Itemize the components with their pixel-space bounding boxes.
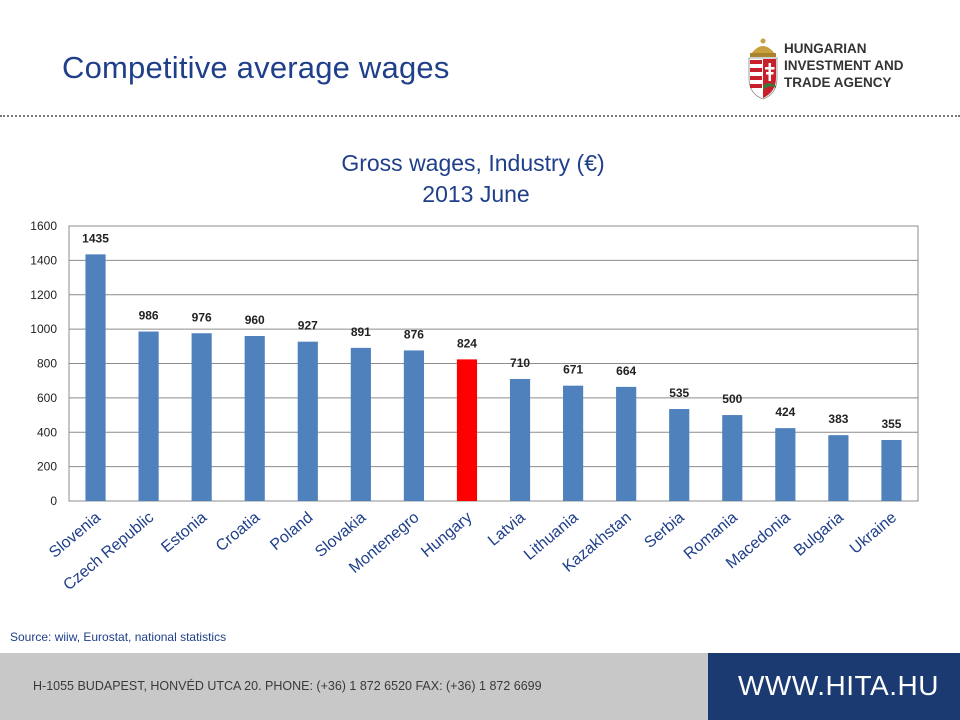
bar-montenegro [403,350,424,501]
website-link[interactable]: WWW.HITA.HU [738,670,939,701]
logo-line: HUNGARIAN [784,41,867,56]
logo-line: TRADE AGENCY [784,75,892,90]
x-tick-label: Latvia [485,509,529,550]
bar-romania [722,415,743,501]
data-label: 1435 [82,231,109,245]
x-tick-label: Croatia [213,509,264,555]
plot-area-border [68,225,919,502]
y-tick-label: 0 [50,494,57,508]
bar-slovenia [85,254,106,501]
x-tick-label: Hungary [418,509,475,561]
agency-logo: HUNGARIAN INVESTMENT AND TRADE AGENCY [746,34,946,102]
footer-website-box[interactable]: WWW.HITA.HU [708,653,960,720]
y-axis: 0 200 400 600 800 1000 1200 1400 1600 [30,219,57,508]
logo-line: INVESTMENT AND [784,58,904,73]
y-tick-label: 400 [37,425,57,439]
y-tick-label: 1400 [30,253,57,267]
bar-kazakhstan [616,386,637,501]
page-title: Competitive average wages [62,50,450,85]
y-tick-label: 200 [37,460,57,474]
data-label: 671 [563,363,583,377]
y-tick-label: 800 [37,357,57,371]
source-note: Source: wiiw, Eurostat, national statist… [10,630,227,644]
x-tick-label: Serbia [641,509,687,552]
data-label: 824 [457,336,477,350]
bar-serbia [669,409,690,501]
x-tick-label: Czech Republic [60,509,157,594]
data-labels: 1435 986 976 960 927 891 876 824 710 671 664 535 500… [82,231,902,431]
bar-macedonia [775,428,796,501]
bars [85,254,902,501]
data-label: 891 [351,325,371,339]
bar-lithuania [563,385,584,501]
y-tick-label: 1000 [30,322,57,336]
bar-ukraine [881,439,902,501]
chart-title: Gross wages, Industry (€) [341,150,604,176]
coat-of-arms-icon [748,38,778,100]
y-tick-label: 1600 [30,219,57,233]
bar-slovakia [350,347,371,501]
bar-bulgaria [828,435,849,501]
x-tick-label: Estonia [158,509,210,556]
footer: H-1055 BUDAPEST, HONVÉD UTCA 20. PHONE: … [0,653,960,720]
data-label: 355 [881,417,901,431]
chart-subtitle: 2013 June [422,181,529,207]
x-tick-label: Ukraine [847,509,900,558]
agency-name: HUNGARIAN INVESTMENT AND TRADE AGENCY [784,40,904,91]
data-label: 500 [722,392,742,406]
bar-estonia [191,333,212,501]
bar-poland [297,341,318,501]
data-label: 383 [828,412,848,426]
data-label: 664 [616,364,636,378]
bar-hungary [456,359,478,501]
x-tick-label: Poland [267,509,316,554]
data-label: 927 [298,319,318,333]
x-tick-label: Bulgaria [791,509,847,560]
bar-croatia [244,336,265,501]
data-label: 986 [139,309,159,323]
y-tick-label: 600 [37,391,57,405]
bar-czech-republic [138,331,159,501]
data-label: 976 [192,310,212,324]
header-divider [0,115,960,117]
data-label: 960 [245,313,265,327]
footer-address: H-1055 BUDAPEST, HONVÉD UTCA 20. PHONE: … [33,679,542,693]
bar-latvia [509,378,531,501]
data-label: 535 [669,386,689,400]
wages-bar-chart: Gross wages, Industry (€) 2013 June 0 200… [30,150,919,594]
data-label: 876 [404,327,424,341]
data-label: 424 [775,405,795,419]
data-label: 710 [510,356,530,370]
y-tick-label: 1200 [30,288,57,302]
